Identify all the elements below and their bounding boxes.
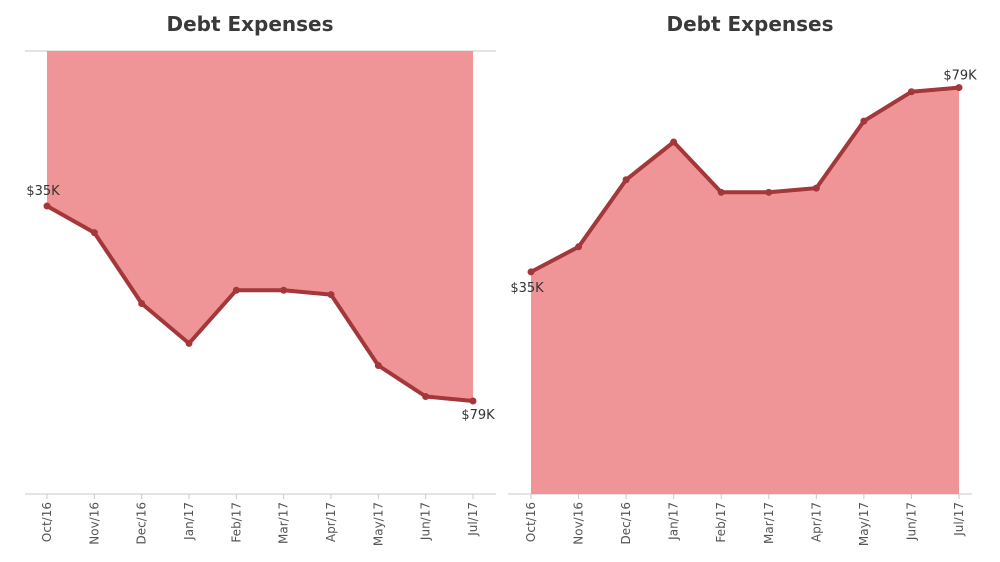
data-point bbox=[374, 362, 382, 370]
data-point bbox=[185, 339, 193, 347]
data-point bbox=[232, 286, 240, 294]
x-tick-label: Jan/17 bbox=[667, 502, 681, 541]
first-value-label: $35K bbox=[26, 184, 60, 199]
data-point bbox=[138, 300, 146, 308]
x-tick-label: Nov/16 bbox=[87, 502, 101, 545]
chart-plot-area: Oct/16 Nov/16 Dec/16 Jan/17 Feb/17 Mar/17 Apr/… bbox=[508, 69, 977, 546]
chart-title: Debt Expenses bbox=[666, 12, 834, 36]
data-point bbox=[327, 291, 335, 299]
x-tick-label: Jun/17 bbox=[419, 502, 433, 541]
data-point bbox=[860, 117, 868, 125]
x-tick-label: Mar/17 bbox=[762, 502, 776, 544]
x-tick-label: Oct/16 bbox=[40, 502, 54, 542]
x-tick-label: Nov/16 bbox=[572, 502, 586, 545]
data-point bbox=[90, 229, 98, 237]
data-point bbox=[765, 188, 773, 196]
x-tick-label: Dec/16 bbox=[135, 502, 149, 545]
last-value-label: $79K bbox=[461, 408, 495, 423]
x-tick-label: Jul/17 bbox=[466, 502, 480, 537]
x-tick-label: Mar/17 bbox=[277, 502, 291, 544]
data-point bbox=[812, 184, 820, 192]
data-point bbox=[280, 286, 288, 294]
data-point bbox=[955, 84, 963, 92]
data-point bbox=[422, 393, 430, 401]
data-point bbox=[717, 188, 725, 196]
x-tick-label: May/17 bbox=[371, 502, 385, 546]
x-tick-label: Apr/17 bbox=[324, 502, 338, 542]
x-tick-label: Dec/16 bbox=[619, 502, 633, 545]
x-tick-label: Jan/17 bbox=[182, 502, 196, 541]
chart-plot-area: Oct/16 Nov/16 Dec/16 Jan/17 Feb/17 Mar/17 Apr/… bbox=[25, 50, 496, 546]
x-tick-label: Jul/17 bbox=[952, 502, 966, 537]
data-point bbox=[907, 88, 915, 96]
series-line bbox=[45, 204, 475, 403]
area-fill bbox=[531, 87, 959, 494]
data-point bbox=[622, 176, 630, 184]
x-tick-label: Feb/17 bbox=[229, 502, 243, 543]
first-value-label: $35K bbox=[510, 281, 544, 296]
series-line bbox=[529, 85, 961, 274]
x-tick-label: Oct/16 bbox=[524, 502, 538, 542]
area-fill bbox=[47, 51, 473, 401]
last-value-label: $79K bbox=[943, 69, 977, 84]
x-tick-label: Jun/17 bbox=[904, 502, 918, 541]
data-point bbox=[43, 202, 51, 210]
x-tick-label: May/17 bbox=[857, 502, 871, 546]
chart-reversed: Debt Expenses Oct/16 Nov/16 Dec/16 Jan/17 Fe… bbox=[25, 12, 496, 546]
data-point bbox=[527, 268, 535, 276]
chart-title: Debt Expenses bbox=[166, 12, 334, 36]
data-point bbox=[575, 243, 583, 251]
x-tick-label: Feb/17 bbox=[714, 502, 728, 543]
chart-normal: Debt Expenses Oct/16 Nov/16 Dec/16 Jan/17 Fe… bbox=[500, 0, 1000, 562]
data-point bbox=[670, 138, 678, 146]
data-point bbox=[469, 397, 477, 405]
x-tick-label: Apr/17 bbox=[809, 502, 823, 542]
